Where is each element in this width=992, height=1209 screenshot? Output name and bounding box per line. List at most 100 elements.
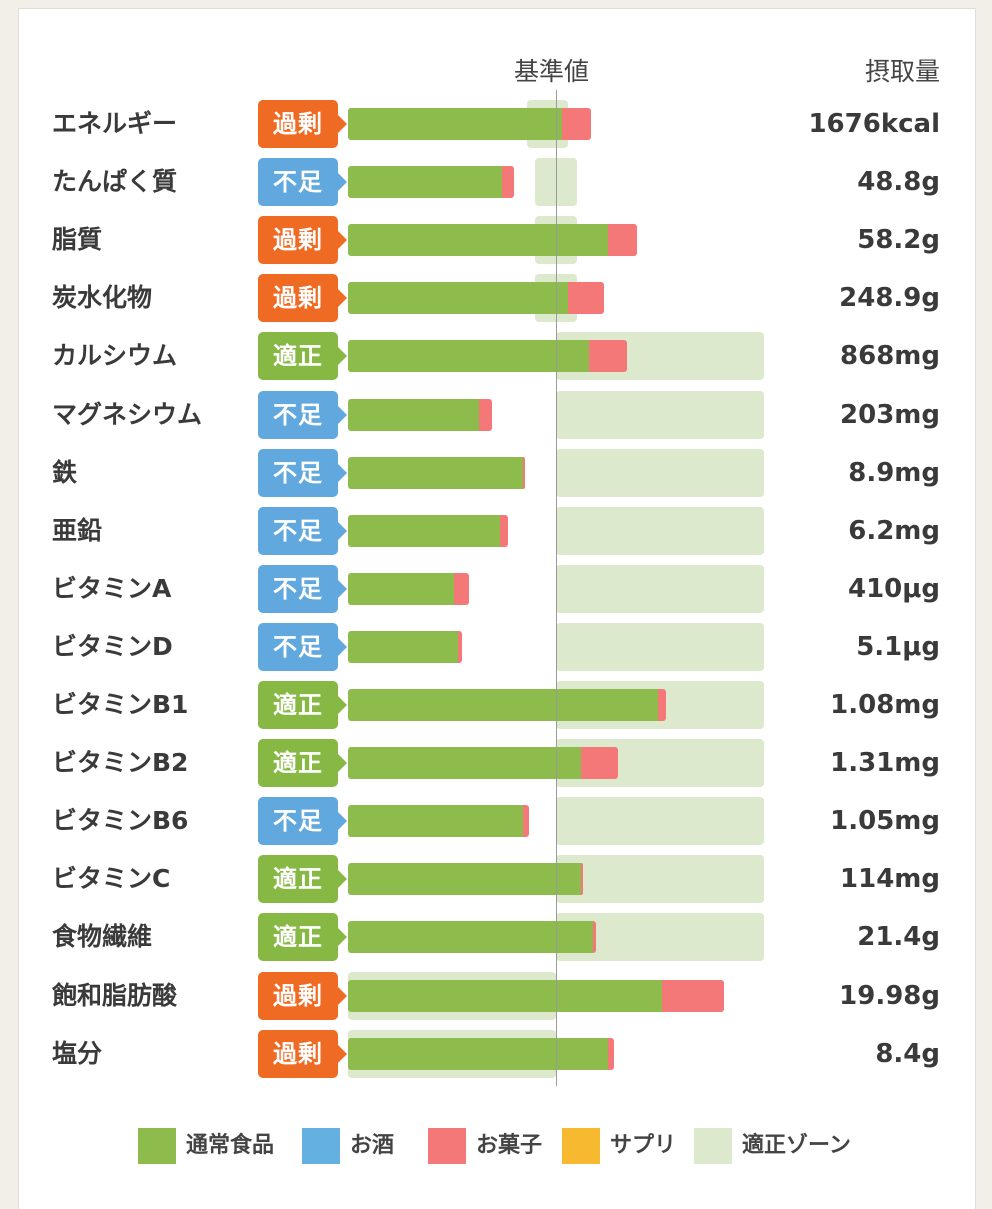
- intake-value: 21.4g: [857, 922, 940, 952]
- nutrient-row: 亜鉛 不足 6.2mg: [0, 507, 992, 555]
- bar-segment-food: [348, 631, 459, 663]
- bar-segment-snack: [608, 1038, 615, 1070]
- adequate-zone-band: [556, 449, 764, 497]
- legend-label: 通常食品: [186, 1133, 275, 1158]
- bar-segment-food: [348, 863, 581, 895]
- bar-segment-snack: [580, 863, 584, 895]
- status-badge-deficient: 不足: [258, 449, 347, 497]
- bar-segment-snack: [522, 457, 525, 489]
- bar-segment-food: [348, 108, 563, 140]
- status-badge-adequate: 適正: [258, 913, 347, 961]
- intake-value: 410μg: [847, 574, 940, 604]
- bar-segment-food: [348, 980, 663, 1012]
- nutrient-row: 炭水化物 過剰 248.9g: [0, 274, 992, 322]
- status-badge-deficient: 不足: [258, 391, 347, 439]
- nutrient-row: ビタミンB6 不足 1.05mg: [0, 797, 992, 845]
- nutrient-row: 食物繊維 適正 21.4g: [0, 913, 992, 961]
- status-badge-excess: 過剰: [258, 972, 347, 1020]
- bar-segment-food: [348, 399, 480, 431]
- intake-value: 114mg: [840, 864, 940, 894]
- bar-segment-snack: [593, 921, 596, 953]
- bar-segment-food: [348, 921, 594, 953]
- status-badge-adequate: 適正: [258, 681, 347, 729]
- bar-segment-food: [348, 1038, 608, 1070]
- bar-segment-food: [348, 340, 590, 372]
- intake-value: 5.1μg: [856, 632, 940, 662]
- status-badge-deficient: 不足: [258, 565, 347, 613]
- nutrient-row: マグネシウム 不足 203mg: [0, 391, 992, 439]
- legend-swatch: [694, 1128, 732, 1164]
- nutrient-name: ビタミンD: [52, 632, 173, 661]
- status-badge-excess: 過剰: [258, 1030, 347, 1078]
- bar-segment-food: [348, 166, 502, 198]
- bar-segment-snack: [568, 282, 604, 314]
- intake-value: 58.2g: [857, 225, 940, 255]
- adequate-zone-band: [556, 565, 764, 613]
- intake-value: 868mg: [840, 341, 940, 371]
- adequate-zone-band: [556, 507, 764, 555]
- bar-segment-food: [348, 689, 658, 721]
- status-badge-deficient: 不足: [258, 623, 347, 671]
- nutrient-row: ビタミンC 適正 114mg: [0, 855, 992, 903]
- nutrient-name: 鉄: [52, 458, 78, 487]
- intake-value: 248.9g: [839, 283, 940, 313]
- bar-segment-food: [348, 573, 455, 605]
- bar-segment-snack: [458, 631, 463, 663]
- intake-value: 8.9mg: [848, 458, 940, 488]
- nutrient-name: 脂質: [52, 225, 103, 254]
- adequate-zone-band: [556, 391, 764, 439]
- nutrient-name: 飽和脂肪酸: [52, 981, 178, 1010]
- nutrient-name: たんぱく質: [52, 167, 178, 196]
- bar-segment-snack: [499, 515, 509, 547]
- nutrient-name: ビタミンC: [52, 864, 171, 893]
- nutrient-name: エネルギー: [52, 109, 178, 138]
- nutrient-row: ビタミンA 不足 410μg: [0, 565, 992, 613]
- bar-segment-snack: [657, 689, 667, 721]
- status-badge-excess: 過剰: [258, 274, 347, 322]
- nutrient-row: たんぱく質 不足 48.8g: [0, 158, 992, 206]
- legend-swatch: [428, 1128, 466, 1164]
- bar-segment-snack: [522, 805, 529, 837]
- status-badge-excess: 過剰: [258, 216, 347, 264]
- intake-value: 6.2mg: [848, 516, 940, 546]
- nutrient-row: 飽和脂肪酸 過剰 19.98g: [0, 972, 992, 1020]
- intake-value: 203mg: [840, 400, 940, 430]
- status-badge-excess: 過剰: [258, 100, 347, 148]
- nutrient-row: 鉄 不足 8.9mg: [0, 449, 992, 497]
- bar-segment-food: [348, 515, 500, 547]
- legend-swatch: [302, 1128, 340, 1164]
- legend-swatch: [562, 1128, 600, 1164]
- intake-value: 1676kcal: [808, 109, 940, 139]
- bar-segment-snack: [580, 747, 619, 779]
- status-badge-deficient: 不足: [258, 797, 347, 845]
- nutrient-name: 亜鉛: [52, 516, 103, 545]
- bar-segment-food: [348, 805, 523, 837]
- legend-swatch: [138, 1128, 176, 1164]
- adequate-zone-band: [535, 158, 577, 206]
- status-badge-deficient: 不足: [258, 158, 347, 206]
- nutrient-row: ビタミンB1 適正 1.08mg: [0, 681, 992, 729]
- nutrient-row: カルシウム 適正 868mg: [0, 332, 992, 380]
- nutrient-name: ビタミンA: [52, 574, 172, 603]
- nutrient-name: 炭水化物: [52, 283, 153, 312]
- intake-value: 1.31mg: [830, 748, 940, 778]
- nutrient-name: ビタミンB1: [52, 690, 189, 719]
- bar-segment-snack: [501, 166, 515, 198]
- nutrient-row: 脂質 過剰 58.2g: [0, 216, 992, 264]
- reference-line: [556, 90, 557, 1086]
- intake-value: 48.8g: [857, 167, 940, 197]
- nutrient-name: 塩分: [52, 1039, 103, 1068]
- nutrient-row: ビタミンB2 適正 1.31mg: [0, 739, 992, 787]
- adequate-zone-band: [556, 797, 764, 845]
- bar-segment-snack: [562, 108, 592, 140]
- bar-segment-food: [348, 282, 569, 314]
- bar-segment-snack: [608, 224, 638, 256]
- bar-segment-food: [348, 457, 523, 489]
- nutrient-name: 食物繊維: [52, 922, 153, 951]
- reference-value-header: 基準値: [514, 57, 590, 86]
- adequate-zone-band: [556, 623, 764, 671]
- legend-label: お酒: [350, 1133, 395, 1158]
- legend-label: サプリ: [610, 1133, 677, 1158]
- nutrient-row: 塩分 過剰 8.4g: [0, 1030, 992, 1078]
- status-badge-deficient: 不足: [258, 507, 347, 555]
